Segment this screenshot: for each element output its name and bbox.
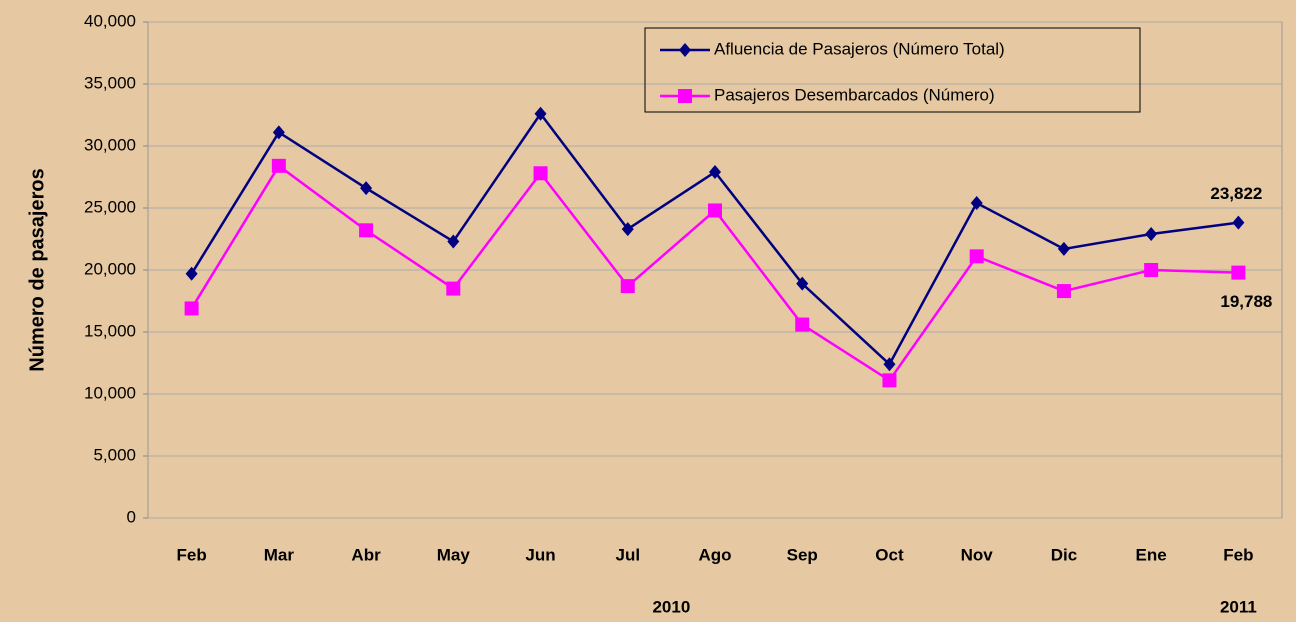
data-point bbox=[796, 276, 809, 291]
x-tick-label: Feb bbox=[1223, 545, 1253, 564]
data-label: 23,822 bbox=[1210, 184, 1262, 203]
data-point bbox=[447, 234, 460, 249]
x-tick-label: Sep bbox=[787, 545, 818, 564]
year-label: 2010 bbox=[652, 597, 690, 616]
data-point bbox=[533, 166, 548, 181]
data-label: 19,788 bbox=[1220, 292, 1272, 311]
data-point bbox=[1057, 241, 1070, 256]
x-tick-label: Jun bbox=[525, 545, 555, 564]
data-point bbox=[1056, 284, 1071, 299]
x-tick-label: Abr bbox=[351, 545, 381, 564]
data-point bbox=[1145, 227, 1158, 242]
x-tick-label: Ago bbox=[698, 545, 731, 564]
y-tick-label: 30,000 bbox=[84, 135, 136, 154]
y-tick-label: 25,000 bbox=[84, 197, 136, 216]
series-line bbox=[190, 111, 1239, 367]
data-point bbox=[359, 223, 374, 238]
data-point bbox=[271, 158, 286, 173]
x-tick-label: Ene bbox=[1136, 545, 1167, 564]
legend-marker bbox=[678, 89, 692, 103]
data-point bbox=[185, 266, 198, 281]
data-point bbox=[882, 373, 897, 388]
x-tick-label: Dic bbox=[1051, 545, 1077, 564]
x-tick-label: Mar bbox=[264, 545, 295, 564]
legend bbox=[644, 27, 1141, 113]
data-point bbox=[184, 301, 199, 316]
y-tick-label: 5,000 bbox=[93, 445, 136, 464]
data-point bbox=[795, 317, 810, 332]
x-tick-label: May bbox=[437, 545, 471, 564]
x-tick-label: Oct bbox=[875, 545, 904, 564]
data-point bbox=[1232, 215, 1245, 230]
data-point bbox=[708, 203, 722, 218]
y-axis-label: Número de pasajeros bbox=[26, 168, 48, 371]
data-point bbox=[883, 357, 896, 372]
data-point bbox=[970, 196, 983, 211]
y-tick-label: 10,000 bbox=[84, 383, 136, 402]
x-tick-label: Jul bbox=[615, 545, 640, 564]
y-tick-label: 20,000 bbox=[84, 259, 136, 278]
data-point bbox=[621, 222, 634, 237]
data-point bbox=[534, 106, 547, 121]
series-line bbox=[190, 164, 1239, 383]
data-point bbox=[1231, 265, 1246, 280]
legend-label: Pasajeros Desembarcados (Número) bbox=[714, 85, 995, 104]
y-tick-label: 0 bbox=[127, 507, 136, 526]
data-point bbox=[1144, 263, 1159, 277]
data-point bbox=[272, 125, 285, 140]
y-tick-label: 40,000 bbox=[84, 11, 136, 30]
legend-label: Afluencia de Pasajeros (Número Total) bbox=[714, 39, 1005, 58]
y-tick-label: 35,000 bbox=[84, 73, 136, 92]
data-point bbox=[620, 279, 635, 294]
year-label: 2011 bbox=[1220, 597, 1257, 616]
legend-marker bbox=[679, 43, 691, 57]
data-point bbox=[446, 281, 461, 296]
x-tick-label: Feb bbox=[176, 545, 206, 564]
data-point bbox=[969, 249, 984, 264]
x-tick-label: Nov bbox=[961, 545, 994, 564]
y-tick-label: 15,000 bbox=[84, 321, 136, 340]
data-point bbox=[709, 165, 721, 180]
data-point bbox=[360, 181, 373, 196]
